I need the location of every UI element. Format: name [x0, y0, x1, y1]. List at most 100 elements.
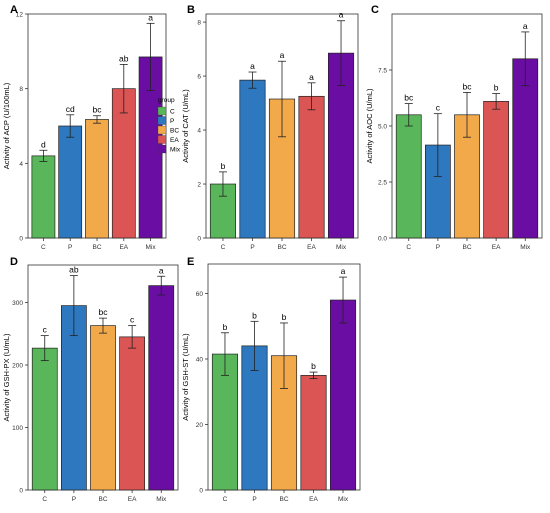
x-tick-label: EA	[128, 496, 137, 503]
y-axis-label: Activity of AOC (U/mL)	[365, 88, 374, 164]
panel-label: E	[187, 256, 194, 268]
x-tick-label: C	[42, 496, 47, 503]
y-tick-label: 0	[199, 488, 203, 495]
bar-ea	[300, 375, 327, 491]
significance-letter: b	[221, 161, 226, 171]
panel-label: C	[371, 4, 379, 16]
x-tick-label: C	[223, 496, 228, 503]
legend-swatch-c	[157, 106, 167, 116]
significance-letter: bc	[99, 307, 109, 317]
bar-ea	[119, 336, 146, 491]
significance-letter: b	[223, 322, 228, 332]
x-tick-label: EA	[309, 496, 318, 503]
panel-b: B 0 2 4 6 8 Activity of CAT (U/mL) b Ca Pa BC a EA a M…	[181, 4, 359, 251]
y-tick-label: 4	[197, 128, 201, 135]
significance-letter: a	[523, 21, 528, 31]
significance-letter: b	[282, 312, 287, 322]
significance-letter: a	[250, 61, 255, 71]
bar-c	[395, 114, 422, 239]
bar-ea	[298, 95, 325, 239]
bar-mix	[148, 285, 175, 491]
y-tick-label: 0	[19, 488, 23, 495]
legend-label: P	[170, 118, 174, 125]
x-tick-label: Mix	[146, 244, 157, 251]
y-tick-label: 4	[19, 161, 23, 168]
significance-letter: d	[41, 139, 46, 149]
significance-letter: a	[341, 266, 346, 276]
x-tick-label: P	[436, 244, 440, 251]
significance-letter: b	[252, 310, 257, 320]
x-tick-label: P	[72, 496, 76, 503]
x-tick-label: C	[221, 244, 226, 251]
x-tick-label: C	[41, 244, 46, 251]
legend-title: group	[158, 97, 175, 104]
y-tick-label: 6	[197, 74, 201, 81]
significance-letter: c	[130, 315, 135, 325]
y-tick-label: 2	[197, 182, 201, 189]
significance-letter: bc	[404, 93, 414, 103]
x-tick-label: Mix	[336, 244, 347, 251]
significance-letter: bc	[93, 105, 103, 115]
bar-mix	[512, 58, 539, 239]
y-tick-label: 12	[16, 12, 24, 19]
legend-swatch-ea	[157, 135, 167, 144]
significance-letter: a	[309, 72, 314, 82]
legend: group CP BC EA Mix	[157, 97, 181, 154]
x-tick-label: C	[406, 244, 411, 251]
y-tick-label: 0.0	[378, 236, 387, 243]
y-tick-label: 200	[12, 363, 23, 370]
x-tick-label: EA	[119, 244, 128, 251]
y-tick-label: 7.5	[378, 68, 387, 75]
legend-label: EA	[170, 137, 179, 144]
bar-c	[31, 155, 56, 239]
y-tick-label: 8	[197, 20, 201, 27]
panel-label: B	[187, 4, 195, 16]
x-tick-label: BC	[277, 244, 286, 251]
y-tick-label: 100	[12, 425, 23, 432]
x-tick-label: Mix	[156, 496, 167, 503]
significance-letter: ab	[69, 265, 79, 275]
y-axis-label: Activity of GSH-ST (U/mL)	[181, 333, 190, 421]
panel-label: A	[10, 4, 18, 16]
significance-letter: c	[43, 325, 48, 335]
bar-bc	[85, 119, 109, 239]
x-tick-label: BC	[92, 244, 101, 251]
panel-c: C 0.0 2.5 5.0 7.5 Activity of AOC (U/mL) bc Cc P…	[365, 4, 543, 251]
significance-letter: b	[311, 361, 316, 371]
x-tick-label: Mix	[520, 244, 531, 251]
legend-swatch-mix	[157, 144, 167, 154]
bar-p	[239, 79, 266, 239]
panel-a: A 0 4 8 12 Activity of ACP (U/100mL) d Ccd Pbc BC…	[2, 4, 167, 251]
y-tick-label: 60	[196, 291, 204, 298]
significance-letter: cd	[66, 104, 75, 114]
x-tick-label: P	[68, 244, 72, 251]
bar-ea	[483, 101, 510, 239]
y-tick-label: 2.5	[378, 180, 387, 187]
significance-letter: a	[148, 12, 153, 22]
x-tick-label: EA	[492, 244, 501, 251]
y-axis-label: Activity of CAT (U/mL)	[181, 89, 190, 163]
legend-label: BC	[170, 127, 179, 134]
legend-swatch-bc	[157, 125, 167, 135]
significance-letter: b	[494, 83, 499, 93]
y-axis-label: Activity of ACP (U/100mL)	[2, 82, 11, 169]
significance-letter: a	[159, 265, 164, 275]
y-tick-label: 5.0	[378, 124, 387, 131]
x-tick-label: BC	[462, 244, 471, 251]
bar-c	[31, 347, 58, 491]
significance-letter: a	[280, 50, 285, 60]
y-tick-label: 20	[196, 422, 204, 429]
significance-letter: c	[436, 103, 441, 113]
legend-swatch-p	[157, 116, 167, 125]
panel-e: E 0 20 40 60 Activity of GSH-ST (U/mL) b Cb Pb BC…	[181, 256, 361, 503]
significance-letter: ab	[119, 53, 129, 63]
y-tick-label: 0	[19, 236, 23, 243]
y-tick-label: 8	[19, 86, 23, 93]
bar-mix	[329, 299, 357, 491]
significance-letter: bc	[463, 81, 473, 91]
y-axis-label: Activity of GSH-PX (U/mL)	[2, 333, 11, 421]
panel-label: D	[10, 256, 18, 268]
